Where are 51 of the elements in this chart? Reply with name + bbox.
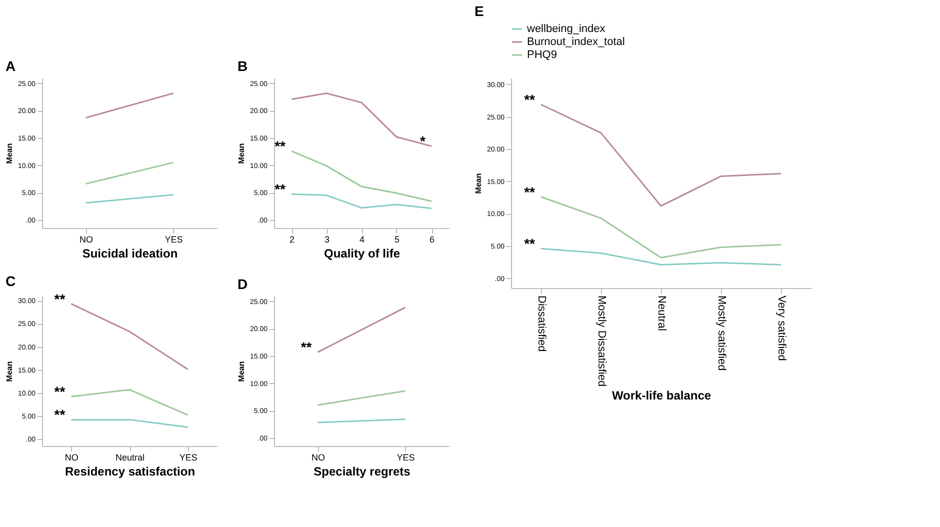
x-tick-label: Mostly Dissatisfied: [596, 296, 608, 387]
annotation: *: [420, 133, 426, 150]
x-tick-label: Neutral: [656, 296, 668, 331]
x-tick-label: Very satisfied: [776, 296, 788, 361]
annotation: **: [524, 91, 536, 108]
annotation: **: [524, 184, 536, 200]
legend-label: PHQ9: [527, 49, 557, 61]
x-axis-title: Specialty regrets: [314, 464, 411, 478]
chart-title: D: [237, 276, 248, 292]
legend-label: Burnout_index_total: [527, 36, 625, 48]
y-axis-title: Mean: [236, 361, 246, 382]
annotation: **: [524, 236, 536, 252]
x-tick-label: 3: [324, 234, 330, 244]
line-series: [290, 92, 432, 147]
x-tick-label: Mostly satisfied: [716, 296, 728, 371]
line-series: [540, 104, 782, 207]
chart-title: A: [5, 58, 16, 74]
annotation: **: [54, 384, 66, 400]
x-tick-label: YES: [179, 452, 198, 462]
y-axis-title: Mean: [4, 143, 14, 164]
x-tick-label: YES: [396, 452, 415, 462]
annotation: **: [274, 138, 286, 154]
x-tick-label: 6: [429, 234, 435, 244]
annotation: **: [54, 406, 66, 423]
x-tick-label: 2: [289, 234, 295, 244]
annotation: **: [300, 339, 312, 356]
x-axis-title: Suicidal ideation: [82, 246, 178, 260]
x-tick-label: 4: [359, 234, 365, 244]
chart-title: E: [474, 3, 484, 19]
x-tick-label: 5: [394, 234, 400, 244]
annotation: **: [54, 290, 66, 307]
chart-title: B: [237, 58, 248, 74]
y-axis-title: Mean: [236, 143, 246, 164]
annotation: **: [274, 181, 286, 198]
x-tick-label: NO: [80, 234, 93, 244]
line-series: [540, 196, 782, 258]
y-axis-title: Mean: [4, 361, 14, 382]
x-axis-title: Work-life balance: [612, 388, 712, 403]
chart-title: C: [5, 272, 16, 289]
x-tick-label: YES: [164, 234, 183, 244]
x-tick-label: NO: [312, 452, 325, 462]
y-axis-title: Mean: [474, 173, 483, 194]
x-tick-label: Dissatisfied: [536, 296, 548, 352]
x-axis-title: Residency satisfaction: [64, 464, 196, 478]
legend-label: wellbeing_index: [526, 23, 606, 35]
x-tick-label: NO: [64, 452, 78, 462]
line-series: [540, 248, 782, 266]
x-axis-title: Quality of life: [324, 246, 400, 260]
line-series: [290, 193, 432, 210]
line-series: [290, 150, 432, 202]
x-tick-label: Neutral: [115, 452, 145, 462]
